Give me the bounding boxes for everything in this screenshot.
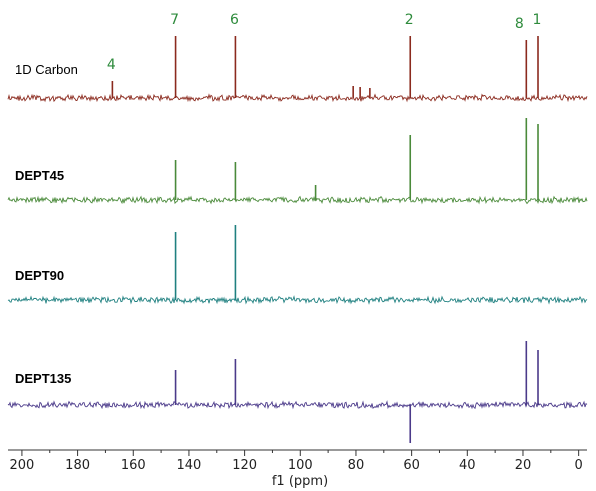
- peak-label: 4: [107, 57, 116, 73]
- x-tick-label: 100: [288, 458, 313, 473]
- x-tick-label: 0: [575, 458, 583, 473]
- labels-layer: 1D Carbon DEPT45 DEPT90 DEPT135 4 7 6 2 8 1: [15, 12, 541, 386]
- baseline-noise: [7, 400, 588, 410]
- baseline-noise: [7, 195, 588, 205]
- trace-label: 1D Carbon: [15, 62, 78, 77]
- peak-label: 7: [170, 12, 179, 28]
- x-axis-title: f1 (ppm): [272, 474, 328, 489]
- baseline-noise: [7, 93, 588, 103]
- x-tick-label: 200: [10, 458, 35, 473]
- x-axis: 200 180 160 140 120 100 80 60 40 20 0: [8, 449, 587, 473]
- x-tick-label: 180: [65, 458, 90, 473]
- spectrum-1d-carbon: [7, 36, 588, 103]
- trace-label: DEPT90: [15, 268, 64, 283]
- baseline-noise: [7, 295, 588, 305]
- peak-label: 8: [515, 16, 524, 32]
- spectrum-dept90: [7, 225, 588, 305]
- x-tick-label: 60: [403, 458, 420, 473]
- x-tick-label: 80: [348, 458, 365, 473]
- peak-label: 6: [230, 12, 239, 28]
- spectra-layer: [7, 36, 588, 443]
- x-tick-label: 40: [459, 458, 476, 473]
- spectrum-dept135: [7, 341, 588, 443]
- trace-label: DEPT135: [15, 371, 71, 386]
- trace-label: DEPT45: [15, 168, 64, 183]
- x-tick-label: 160: [121, 458, 146, 473]
- x-tick-label: 20: [515, 458, 532, 473]
- x-tick-label: 140: [177, 458, 202, 473]
- x-tick-label: 120: [232, 458, 257, 473]
- peak-label: 1: [533, 12, 542, 28]
- peak-label: 2: [405, 12, 414, 28]
- spectrum-dept45: [7, 118, 588, 205]
